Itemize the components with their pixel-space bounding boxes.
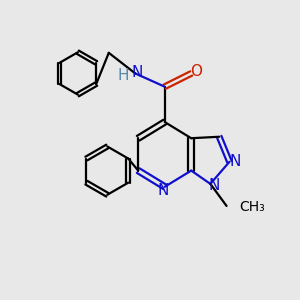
Text: N: N [208,178,220,193]
Text: N: N [131,65,142,80]
Text: N: N [158,183,169,198]
Text: CH₃: CH₃ [239,200,265,214]
Text: N: N [229,154,241,169]
Text: H: H [117,68,129,83]
Text: O: O [190,64,202,80]
